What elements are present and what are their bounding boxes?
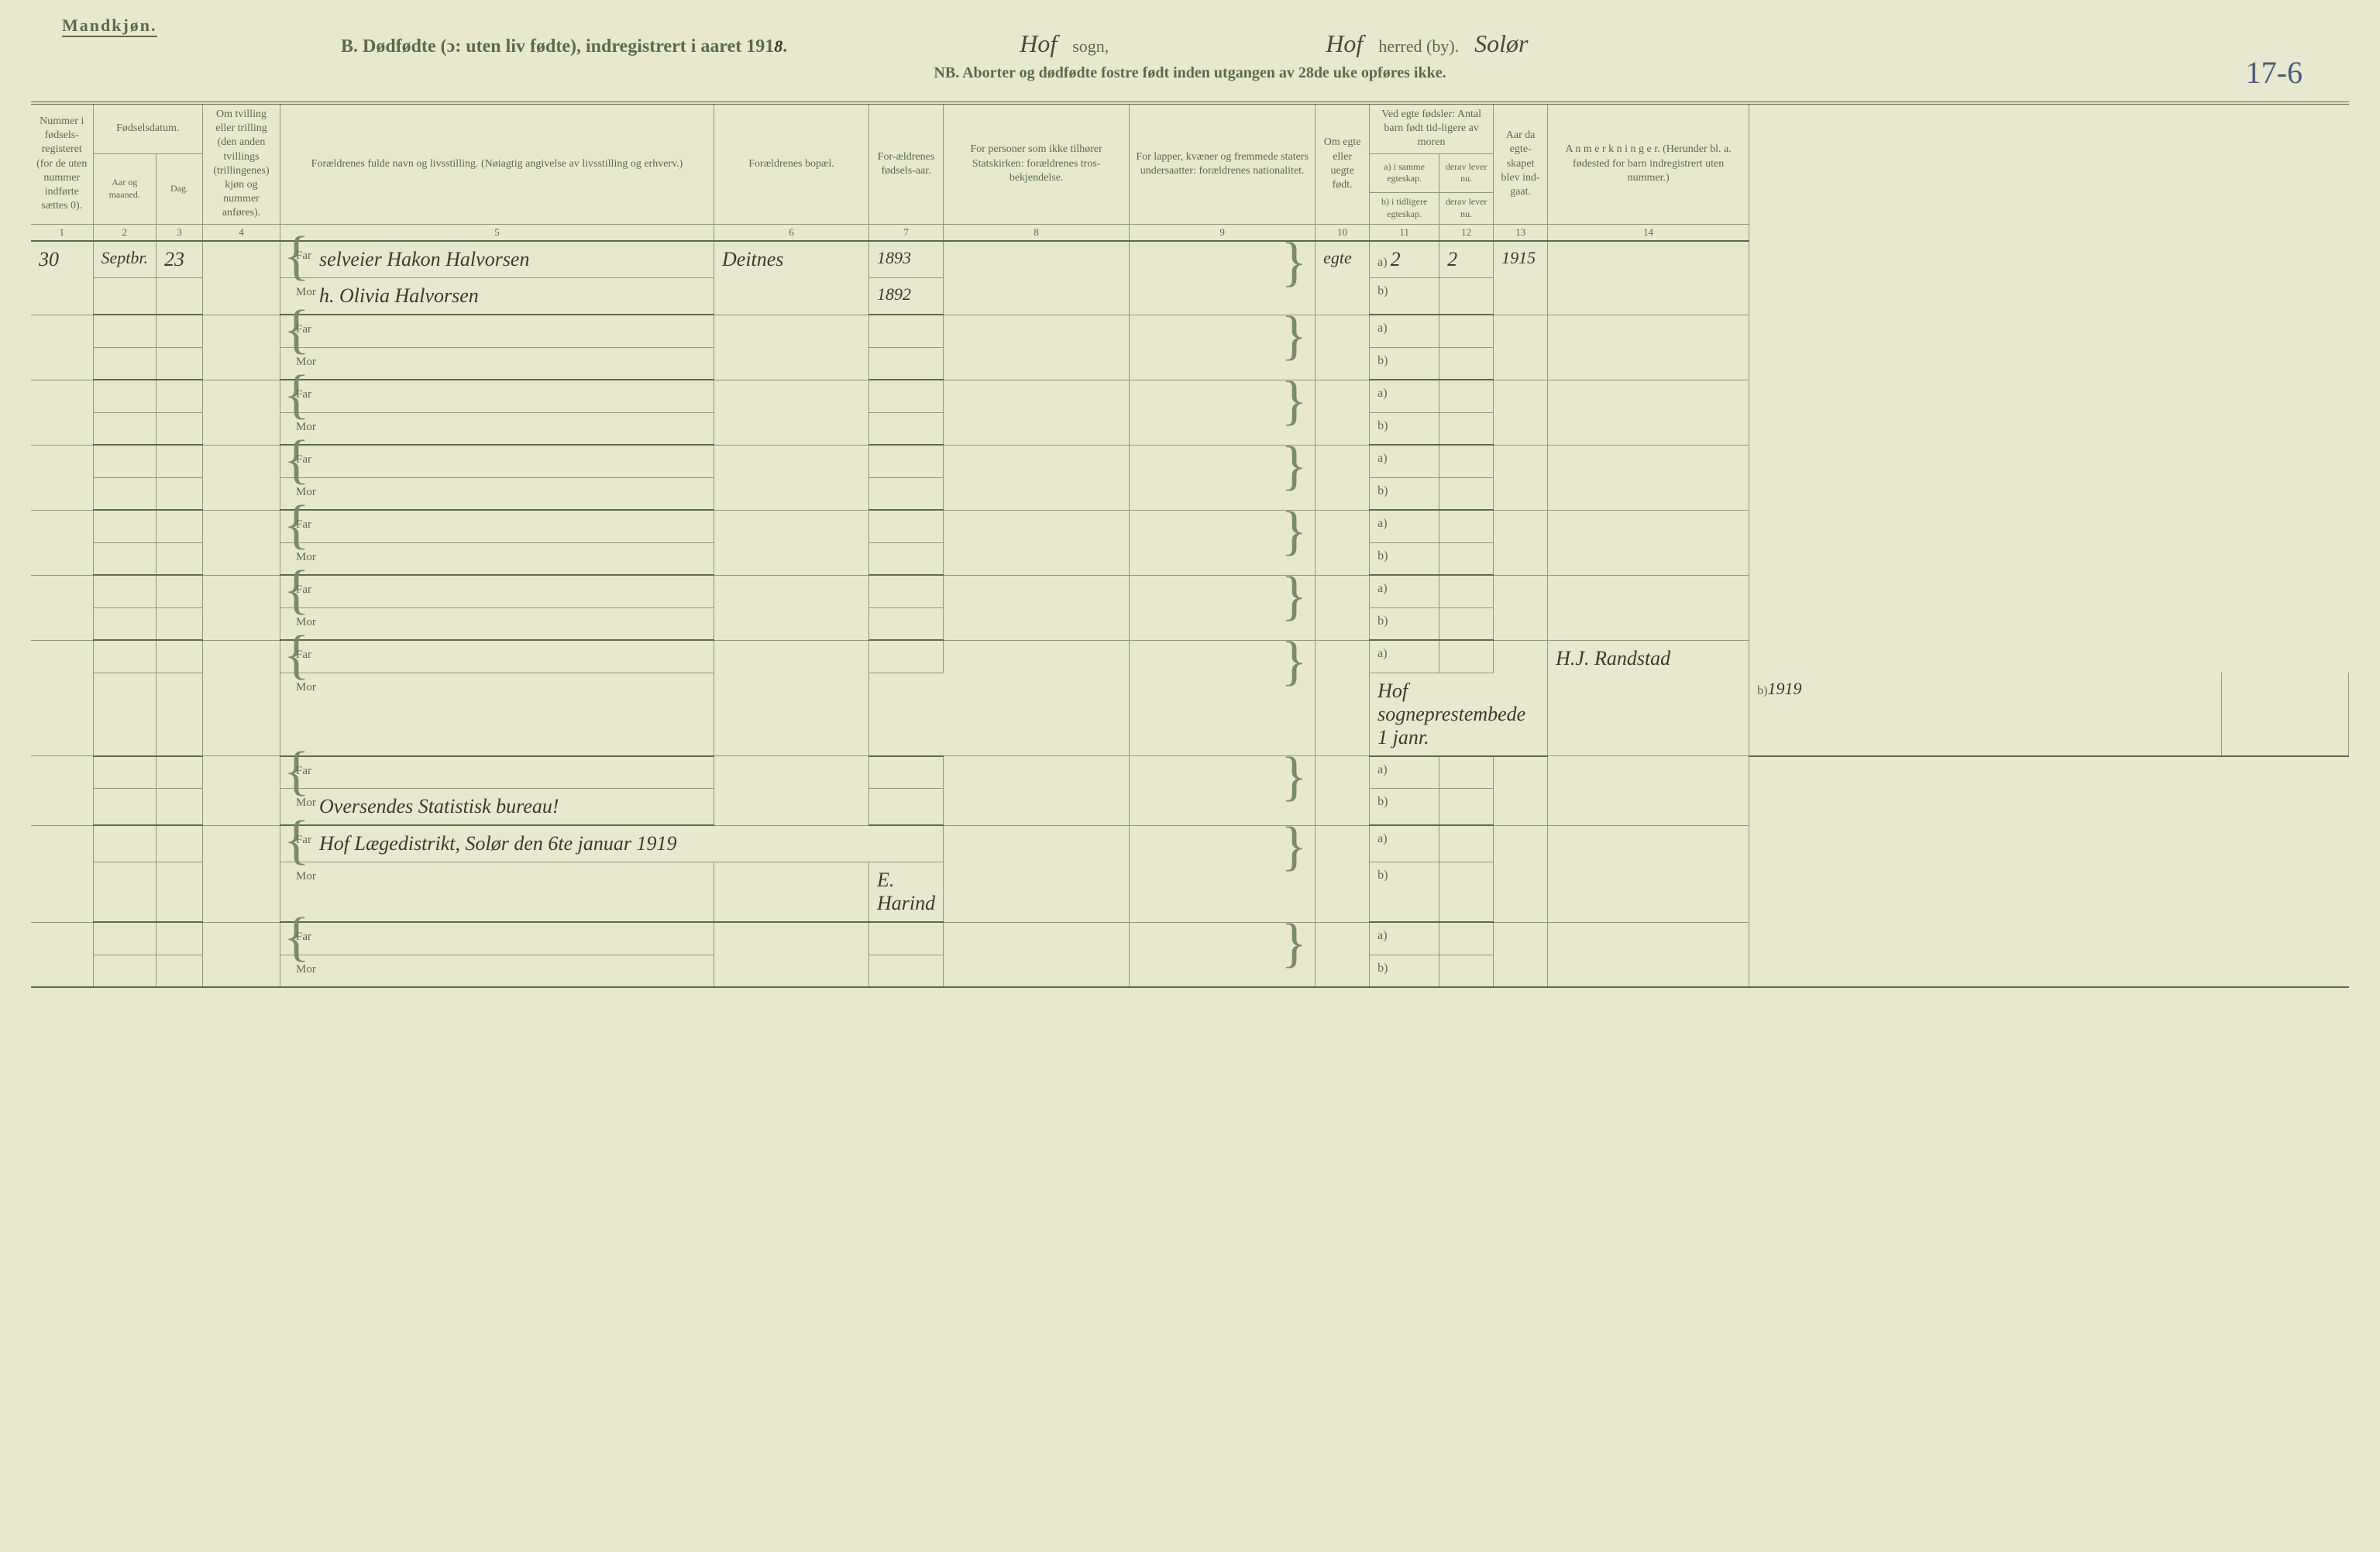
table-row: {Far}a)H.J. Randstad: [31, 640, 2349, 673]
table-row: {Far}a): [31, 315, 2349, 347]
cell-b: b): [1370, 278, 1439, 315]
table-row: {Far}a): [31, 510, 2349, 542]
page-number: 17-6: [2246, 54, 2303, 91]
col-header-foraeldre-navn: Forældrenes fulde navn og livsstilling. …: [280, 103, 714, 224]
cell-egteskap-aar: 1915: [1494, 241, 1548, 315]
cell-day: [156, 278, 203, 315]
cell-lever-a: 2: [1439, 241, 1494, 278]
col-header-tvilling: Om tvilling eller trilling (den anden tv…: [203, 103, 280, 224]
col-num-14: 14: [1548, 224, 1749, 241]
cell-anm: [1548, 241, 1749, 315]
brace-icon: }: [1281, 747, 1308, 807]
col-header-egteskap-aar: Aar da egte-skapet blev ind-gaat.: [1494, 103, 1548, 224]
brace-icon: }: [1281, 232, 1308, 292]
brace-icon: }: [1281, 436, 1308, 496]
cell-anm: H.J. Randstad: [1548, 640, 1749, 756]
cell-tros: [944, 241, 1130, 315]
col-header-egte: Om egte eller uegte født.: [1316, 103, 1370, 224]
title-row: B. Dødfødte (ɔ: uten liv fødte), indregi…: [31, 29, 2349, 58]
registry-table: Nummer i fødsels-registeret (for de uten…: [31, 102, 2349, 988]
sogn-value: Hof: [1020, 29, 1057, 58]
col-header-bopael: Forældrenes bopæl.: [714, 103, 869, 224]
brace-icon: }: [1281, 371, 1308, 431]
table-row: {FarHof Lægedistrikt, Solør den 6te janu…: [31, 825, 2349, 862]
brace-icon: }: [1281, 914, 1308, 973]
table-row: {Far}a): [31, 380, 2349, 412]
cell-day: 23: [156, 241, 203, 278]
col-num-11: 11: [1370, 224, 1439, 241]
brace-icon: }: [1281, 566, 1308, 626]
cell-month: [93, 278, 156, 315]
cell-signature: E. Harind: [869, 862, 944, 923]
cell-egte: egte: [1316, 241, 1370, 315]
col-header-samme-egteskap: a) i samme egteskap.: [1370, 153, 1439, 193]
cell-nummer: 30: [31, 241, 93, 315]
nb-note: NB. Aborter og dødfødte fostre født inde…: [31, 64, 2349, 82]
col-header-aar-maaned: Aar og maaned.: [93, 153, 156, 224]
col-header-trosbekjendelse: For personer som ikke tilhører Statskirk…: [944, 103, 1130, 224]
col-num-3: 3: [156, 224, 203, 241]
brace-icon: }: [1281, 501, 1308, 561]
col-header-dag: Dag.: [156, 153, 203, 224]
col-header-lever-a: derav lever nu.: [1439, 153, 1494, 193]
col-num-10: 10: [1316, 224, 1370, 241]
cell-nat: }: [1130, 241, 1316, 315]
region-value: Solør: [1474, 29, 1528, 58]
cell-tvilling: [203, 241, 280, 315]
herred-label: herred (by).: [1378, 36, 1459, 57]
col-header-nationalitet: For lapper, kvæner og fremmede staters u…: [1130, 103, 1316, 224]
table-row: 30 Septbr. 23 { Far selveier Hakon Halvo…: [31, 241, 2349, 278]
brace-icon: }: [1281, 817, 1308, 876]
col-header-fodselsaar: For-ældrenes fødsels-aar.: [869, 103, 944, 224]
cell-bopael: Deitnes: [714, 241, 869, 315]
table-row: {Far}a): [31, 445, 2349, 477]
brace-icon: }: [1281, 306, 1308, 366]
cell-mor-year: 1892: [869, 278, 944, 315]
table-row: {Far}a): [31, 575, 2349, 607]
col-num-13: 13: [1494, 224, 1548, 241]
col-header-lever-b: derav lever nu.: [1439, 193, 1494, 224]
table-header: Nummer i fødsels-registeret (for de uten…: [31, 103, 2349, 241]
table-body: 30 Septbr. 23 { Far selveier Hakon Halvo…: [31, 241, 2349, 987]
cell-month: Septbr.: [93, 241, 156, 278]
col-num-2: 2: [93, 224, 156, 241]
cell-far: { Far selveier Hakon Halvorsen: [280, 241, 714, 278]
table-row: {Far}a): [31, 756, 2349, 789]
col-num-7: 7: [869, 224, 944, 241]
table-row: {Far}a): [31, 922, 2349, 955]
col-num-6: 6: [714, 224, 869, 241]
sogn-label: sogn,: [1072, 36, 1109, 57]
col-num-12: 12: [1439, 224, 1494, 241]
cell-lever-b: [1439, 278, 1494, 315]
sogn-group: Hof sogn,: [1020, 29, 1109, 58]
col-num-4: 4: [203, 224, 280, 241]
col-num-1: 1: [31, 224, 93, 241]
cell-mor: Mor h. Olivia Halvorsen: [280, 278, 714, 315]
col-header-anmerkninger: A n m e r k n i n g e r. (Herunder bl. a…: [1548, 103, 1749, 224]
form-title: B. Dødfødte (ɔ: uten liv fødte), indregi…: [341, 36, 787, 57]
col-num-8: 8: [944, 224, 1130, 241]
cell-a: a) 2: [1370, 241, 1439, 278]
col-header-nummer: Nummer i fødsels-registeret (for de uten…: [31, 103, 93, 224]
cell-far-year: 1893: [869, 241, 944, 278]
col-header-tidligere-egteskap: b) i tidligere egteskap.: [1370, 193, 1439, 224]
form-page: Mandkjøn. B. Dødfødte (ɔ: uten liv fødte…: [31, 15, 2349, 988]
col-num-5: 5: [280, 224, 714, 241]
herred-group: Hof herred (by). Solør: [1326, 29, 1528, 58]
header-section: Mandkjøn. B. Dødfødte (ɔ: uten liv fødte…: [31, 15, 2349, 90]
col-header-egte-fodsler: Ved egte fødsler: Antal barn født tid-li…: [1370, 103, 1494, 153]
brace-icon: }: [1281, 631, 1308, 691]
col-header-fodselsdatum: Fødselsdatum.: [93, 103, 203, 153]
gender-label: Mandkjøn.: [62, 15, 157, 37]
herred-value: Hof: [1326, 29, 1363, 58]
